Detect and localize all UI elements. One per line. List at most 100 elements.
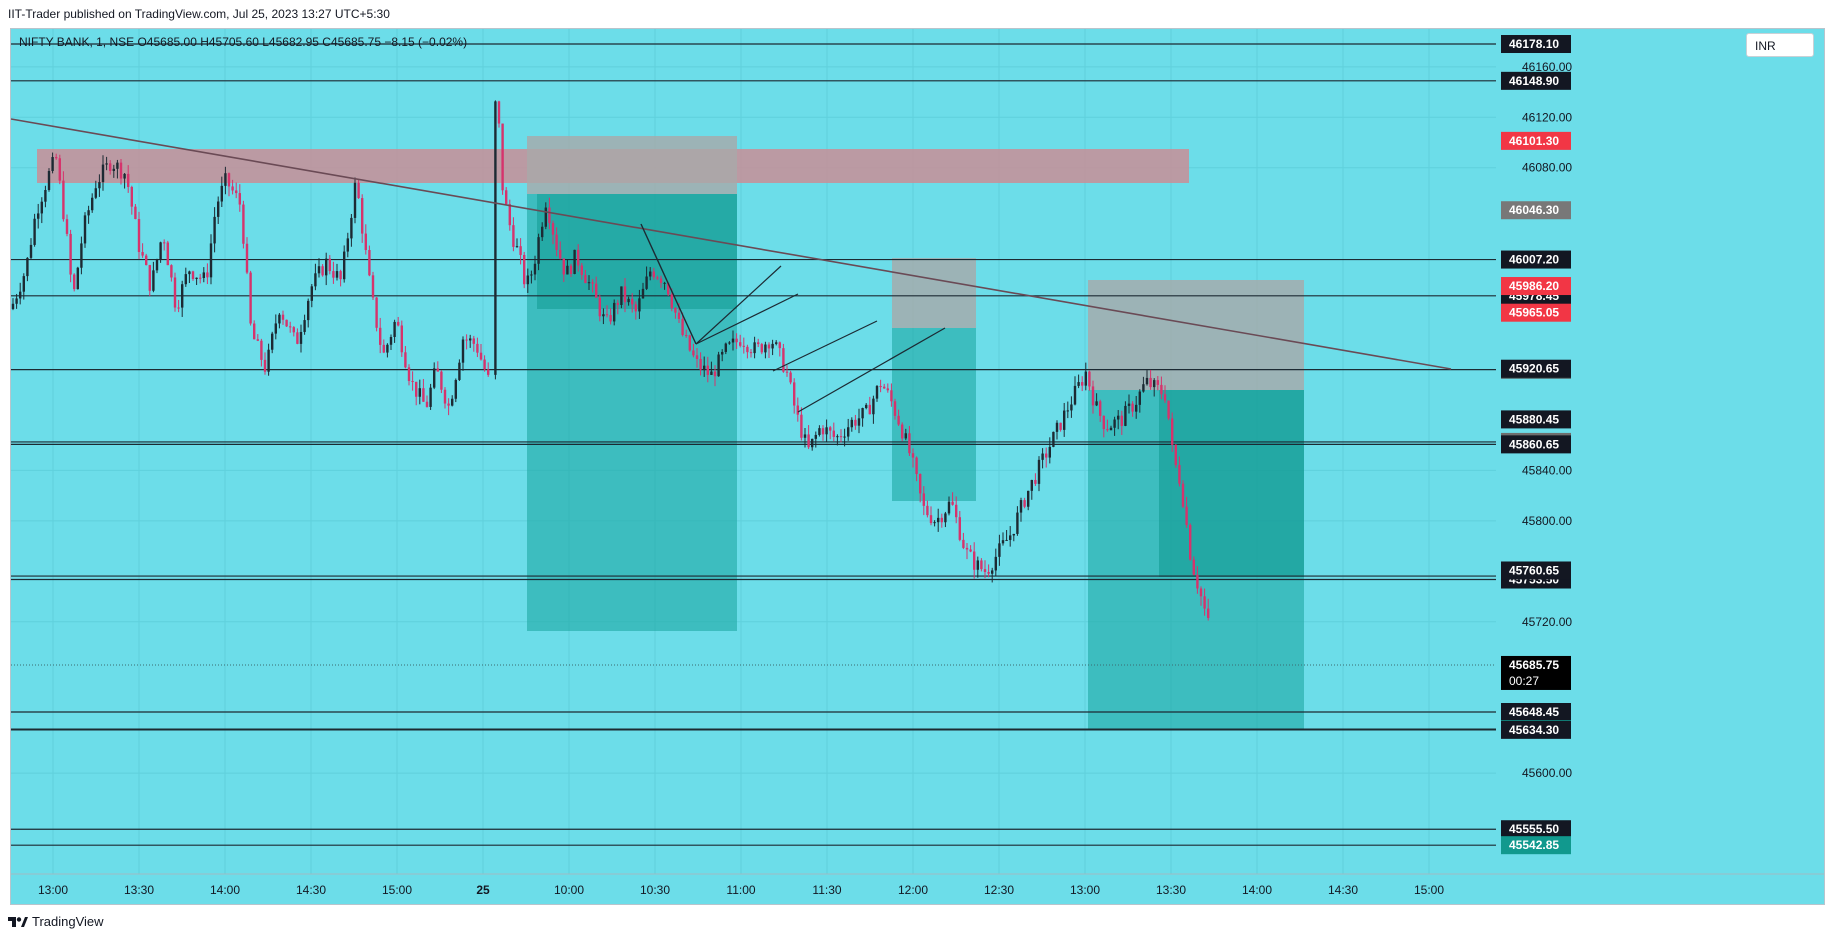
gray-box — [892, 258, 976, 328]
candle-up — [1048, 446, 1051, 458]
candle-up — [541, 226, 544, 238]
candle-up — [1109, 427, 1113, 431]
candle-up — [317, 266, 321, 274]
candle-down — [915, 457, 918, 475]
candle-up — [91, 197, 94, 211]
trendline-segment — [640, 223, 697, 345]
candle-down — [332, 271, 335, 278]
price-label-text: 45986.20 — [1509, 279, 1559, 293]
candle-up — [87, 210, 90, 216]
gray-box — [1088, 280, 1304, 390]
candle-up — [271, 333, 274, 350]
candle-up — [933, 522, 936, 524]
candle-down — [793, 382, 796, 406]
candle-up — [1127, 403, 1131, 406]
price-label-text: 45542.85 — [1509, 838, 1559, 852]
candle-down — [681, 318, 684, 336]
candle-up — [15, 298, 18, 304]
candle-up — [620, 286, 623, 305]
price-label-tag — [1501, 303, 1571, 322]
candle-down — [508, 204, 511, 226]
candle-up — [872, 398, 875, 415]
chart-area[interactable]: 46160.00 46120.00 46080.00 45840.00 45800.00… — [10, 28, 1825, 905]
price-axis[interactable]: 46160.00 46120.00 46080.00 45840.00 45800.00… — [1496, 29, 1824, 904]
candle-down — [404, 352, 407, 368]
candle-up — [1019, 500, 1023, 513]
candle-down — [1149, 377, 1152, 388]
candle-down — [339, 271, 342, 280]
candle-down — [364, 233, 367, 251]
candle-down — [951, 501, 954, 505]
candle-down — [296, 332, 299, 344]
candle-down — [357, 182, 360, 199]
candle-up — [627, 298, 630, 303]
time-axis[interactable]: 13:00 13:30 14:00 14:30 15:00 25 10:00 10:30 11:… — [11, 873, 1824, 897]
candle-up — [116, 162, 119, 169]
candle-up — [274, 323, 277, 334]
price-label-tag — [1501, 277, 1571, 296]
candle-down — [796, 405, 799, 415]
candle-up — [307, 300, 310, 321]
levels-layer — [11, 43, 1496, 846]
candle-down — [1099, 401, 1102, 416]
candle-down — [695, 355, 699, 359]
candle-down — [980, 560, 983, 570]
candle-down — [400, 325, 403, 353]
time-tick-label: 13:30 — [124, 883, 154, 897]
price-label-text: 46101.30 — [1509, 134, 1559, 148]
candle-up — [105, 163, 108, 165]
candle-down — [127, 173, 130, 187]
candle-up — [325, 258, 328, 276]
time-tick-label: 25 — [476, 883, 490, 897]
candle-down — [422, 388, 425, 402]
candle-down — [706, 365, 709, 375]
candle-down — [397, 321, 400, 326]
candle-up — [1027, 490, 1030, 507]
candle-up — [1138, 391, 1141, 405]
candle-down — [361, 198, 364, 234]
candle-up — [638, 298, 641, 312]
candle-up — [649, 271, 652, 277]
candle-down — [472, 338, 475, 344]
candle-up — [51, 157, 54, 172]
candle-down — [685, 335, 688, 337]
candle-down — [1203, 596, 1206, 609]
candle-down — [69, 233, 72, 275]
candle-down — [940, 517, 943, 523]
price-label-text: 45634.30 — [1509, 723, 1559, 737]
symbol-legend: NIFTY BANK, 1, NSE O45685.00 H45705.60 L… — [19, 35, 468, 49]
candle-up — [1052, 431, 1055, 447]
candle-up — [76, 267, 79, 290]
footer-brand: TradingView — [32, 914, 104, 929]
candle-down — [713, 371, 717, 377]
candle-up — [80, 243, 83, 268]
candle-up — [155, 259, 159, 271]
price-label-tag — [1501, 820, 1571, 839]
candle-down — [58, 158, 61, 181]
price-label-tag — [1501, 435, 1571, 454]
tradingview-logo-icon — [8, 917, 28, 927]
candle-countdown: 00:27 — [1509, 674, 1539, 688]
candle-up — [1009, 535, 1012, 540]
candle-up — [40, 201, 43, 214]
time-tick-label: 13:30 — [1156, 883, 1186, 897]
candle-up — [202, 272, 205, 279]
price-label-text: 46046.30 — [1509, 203, 1559, 217]
currency-button[interactable]: INR — [1746, 33, 1814, 57]
candle-up — [389, 337, 393, 345]
candle-down — [382, 344, 385, 353]
price-label-tag — [1501, 561, 1571, 580]
candle-down — [929, 515, 933, 524]
candle-up — [850, 419, 853, 428]
time-tick-label: 15:00 — [382, 883, 412, 897]
candle-down — [371, 275, 375, 298]
candle-down — [893, 401, 897, 416]
candle-down — [260, 340, 263, 360]
candle-up — [1016, 512, 1019, 534]
chart-svg[interactable]: 46160.00 46120.00 46080.00 45840.00 45800.00… — [11, 29, 1824, 904]
candle-down — [595, 283, 598, 298]
price-tick-label: 45600.00 — [1522, 766, 1572, 780]
published-line: IIT-Trader published on TradingView.com,… — [8, 7, 390, 21]
candle-up — [123, 173, 126, 179]
candle-down — [659, 278, 663, 283]
